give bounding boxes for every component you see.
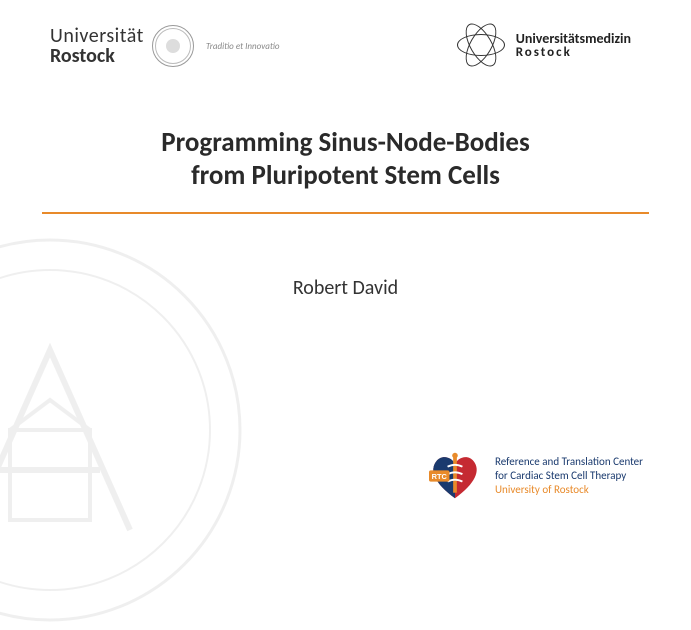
- title-block: Programming Sinus-Node-Bodies from Pluri…: [0, 126, 691, 192]
- svg-text:RTC: RTC: [432, 472, 448, 481]
- rtc-line3: University of Rostock: [495, 483, 643, 497]
- rtc-line1: Reference and Translation Center: [495, 455, 643, 469]
- university-rostock-logo: Universität Rostock Traditio et Innovati…: [50, 24, 280, 68]
- university-motto: Traditio et Innovatio: [206, 41, 280, 52]
- title-line-2: from Pluripotent Stem Cells: [60, 159, 631, 192]
- rtc-text-block: Reference and Translation Center for Car…: [495, 455, 643, 496]
- rtc-line2: for Cardiac Stem Cell Therapy: [495, 469, 643, 483]
- universitaetsmedizin-logo: Universitätsmedizin Rostock: [454, 24, 631, 66]
- header-logo-row: Universität Rostock Traditio et Innovati…: [0, 0, 691, 68]
- author-name: Robert David: [0, 276, 691, 300]
- title-line-1: Programming Sinus-Node-Bodies: [60, 126, 631, 159]
- rtc-footer-logo: RTC Reference and Translation Center for…: [427, 450, 643, 502]
- umed-name: Universitätsmedizin Rostock: [516, 30, 631, 60]
- accent-divider: [42, 212, 649, 214]
- slide-container: Universität Rostock Traditio et Innovati…: [0, 0, 691, 532]
- university-name: Universität Rostock: [50, 24, 144, 68]
- rtc-heart-icon: RTC: [427, 450, 483, 502]
- orbit-icon: [454, 24, 508, 66]
- university-seal-icon: [152, 25, 194, 67]
- umed-line2: Rostock: [516, 45, 631, 60]
